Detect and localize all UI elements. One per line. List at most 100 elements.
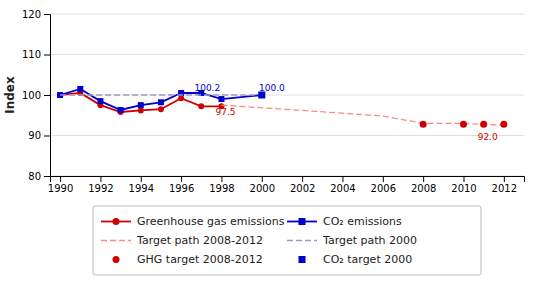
legend-label: CO₂ target 2000 — [323, 253, 412, 266]
plot: 1990 1992 1994 1996 1998 2000 2002 2004 2006 2008… — [3, 9, 525, 194]
point — [97, 98, 103, 104]
series-line — [60, 94, 262, 95]
tick: 1994 — [129, 176, 154, 194]
tick-label: 120 — [22, 9, 41, 20]
legend-frame — [93, 206, 481, 275]
tick-label: 1990 — [48, 183, 73, 194]
tick-mark — [141, 176, 142, 182]
tick-label: 1994 — [129, 183, 154, 194]
legend-swatch — [299, 218, 306, 225]
tick-mark — [44, 55, 50, 56]
tick: 1990 — [48, 176, 73, 194]
legend-item: Target path 2000 — [287, 234, 417, 247]
y-axis: 80 90 100 110 120 — [22, 9, 51, 182]
tick-label: 2000 — [250, 183, 275, 194]
legend-label: Target path 2008-2012 — [136, 234, 263, 247]
grid-line — [50, 135, 524, 136]
legend-label: Greenhouse gas emissions — [137, 215, 285, 228]
point — [500, 121, 507, 128]
tick-mark — [383, 176, 384, 182]
tick-mark — [181, 176, 182, 182]
tick-mark — [60, 176, 61, 182]
axis-line — [51, 177, 525, 183]
tick-label: 100 — [22, 90, 41, 101]
tick-mark — [221, 176, 222, 182]
tick: 110 — [22, 49, 50, 60]
tick: 2000 — [250, 176, 275, 194]
legend-label: CO₂ emissions — [323, 215, 402, 228]
tick: 1998 — [209, 176, 234, 194]
point — [118, 107, 124, 113]
grid-line — [50, 14, 524, 15]
grid-line — [50, 95, 524, 96]
legend-swatch — [113, 218, 120, 225]
tick-label: 1992 — [88, 183, 113, 194]
legend-label: GHG target 2008-2012 — [137, 253, 263, 266]
point — [420, 121, 427, 128]
axis-line — [44, 15, 51, 177]
point — [77, 86, 83, 92]
tick-label: 2010 — [451, 183, 476, 194]
annotation: 100.0 — [259, 83, 285, 93]
tick-mark — [302, 176, 303, 182]
tick: 2006 — [371, 176, 396, 194]
series — [57, 90, 224, 115]
tick-mark — [44, 136, 50, 137]
tick: 120 — [22, 9, 50, 20]
legend-swatch — [101, 240, 131, 241]
series — [60, 95, 262, 96]
series — [420, 121, 508, 128]
tick-mark — [342, 176, 343, 182]
point — [460, 121, 467, 128]
point — [158, 106, 164, 112]
point — [158, 99, 164, 105]
tick-mark — [100, 176, 101, 182]
tick-mark — [44, 95, 50, 96]
legend-item: GHG target 2008-2012 — [113, 253, 263, 266]
point — [480, 121, 487, 128]
tick-mark — [44, 14, 50, 15]
tick: 2012 — [492, 176, 517, 194]
tick-label: 80 — [28, 171, 41, 182]
tick-mark — [504, 176, 505, 182]
tick-mark — [423, 176, 424, 182]
tick: 1996 — [169, 176, 194, 194]
tick: 80 — [28, 171, 50, 182]
legend-swatch — [299, 256, 306, 263]
annotation: 97.5 — [215, 107, 235, 117]
tick: 1992 — [88, 176, 113, 194]
tick: 2004 — [330, 176, 355, 194]
legend-swatch — [287, 240, 317, 241]
legend: Greenhouse gas emissions Target path 2008… — [93, 206, 481, 275]
tick: 90 — [28, 130, 50, 141]
y-axis-title: Index — [3, 76, 17, 114]
tick: 2010 — [451, 176, 476, 194]
tick-mark — [44, 176, 50, 177]
tick-label: 2004 — [330, 183, 355, 194]
annotation: 92.0 — [478, 132, 498, 142]
point — [138, 102, 144, 108]
point — [138, 107, 144, 113]
legend-item: CO₂ target 2000 — [299, 253, 413, 266]
tick-label: 2006 — [371, 183, 396, 194]
legend-item: CO₂ emissions — [287, 215, 402, 228]
tick-label: 1996 — [169, 183, 194, 194]
point — [178, 95, 184, 101]
legend-swatch — [113, 256, 120, 263]
tick-label: 110 — [22, 49, 41, 60]
annotations: 100.2100.097.592.0 — [194, 83, 498, 142]
legend-item: Target path 2008-2012 — [101, 234, 263, 247]
tick: 100 — [22, 90, 50, 101]
point — [198, 103, 204, 109]
legend-label: Target path 2000 — [322, 234, 417, 247]
grid — [50, 14, 524, 176]
x-axis: 1990 1992 1994 1996 1998 2000 2002 2004 2006 2008… — [48, 176, 525, 194]
tick-label: 2002 — [290, 183, 315, 194]
tick-mark — [463, 176, 464, 182]
tick-label: 90 — [28, 130, 41, 141]
tick-label: 1998 — [209, 183, 234, 194]
tick-label: 2012 — [492, 183, 517, 194]
tick: 2008 — [411, 176, 436, 194]
point — [218, 96, 224, 102]
tick: 2002 — [290, 176, 315, 194]
